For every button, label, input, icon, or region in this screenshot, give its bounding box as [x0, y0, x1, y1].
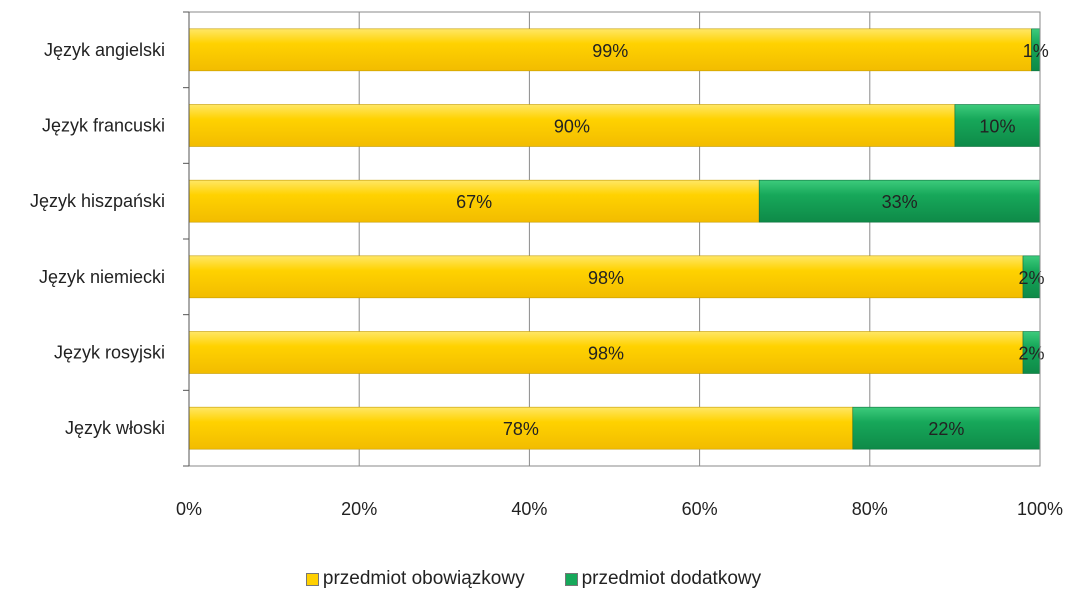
bar-dodatkowy [852, 406, 1041, 450]
bar-obowiazkowy [188, 406, 854, 450]
legend-item-dodatkowy: przedmiot dodatkowy [564, 568, 762, 590]
x-tick-label: 40% [511, 499, 547, 519]
category-label: Język francuski [42, 116, 165, 136]
data-label: 67% [456, 192, 492, 212]
data-label: 2% [1018, 344, 1044, 364]
data-label: 22% [928, 419, 964, 439]
legend-swatch-yellow [305, 572, 319, 586]
data-label: 1% [1023, 41, 1049, 61]
legend: przedmiot obowiązkowy przedmiot dodatkow… [0, 568, 1067, 590]
x-tick-label: 0% [176, 499, 202, 519]
data-label: 90% [554, 117, 590, 137]
legend-label: przedmiot obowiązkowy [322, 568, 525, 589]
data-label: 98% [588, 268, 624, 288]
data-label: 98% [588, 344, 624, 364]
x-tick-label: 60% [682, 499, 718, 519]
data-label: 33% [882, 192, 918, 212]
x-tick-label: 20% [341, 499, 377, 519]
x-tick-label: 80% [852, 499, 888, 519]
legend-item-obowiazkowy: przedmiot obowiązkowy [305, 568, 525, 590]
x-tick-label: 100% [1017, 499, 1063, 519]
bar-dodatkowy [758, 179, 1041, 223]
bar-obowiazkowy [188, 28, 1032, 72]
legend-swatch-green [564, 572, 578, 586]
legend-label: przedmiot dodatkowy [581, 568, 762, 589]
category-label: Język włoski [65, 418, 165, 438]
plot-border [188, 11, 1041, 467]
category-label: Język hiszpański [30, 191, 165, 211]
category-label: Język angielski [44, 40, 165, 60]
bar-chart: 99% 1% 90% 10% 67% 33% 98% 2% 98% 2% 78% 22% 0% 20% 4… [30, 11, 1063, 519]
category-label: Język niemiecki [39, 267, 165, 287]
data-label: 99% [592, 41, 628, 61]
data-label: 2% [1018, 268, 1044, 288]
category-label: Język rosyjski [54, 343, 165, 363]
data-label: 10% [979, 117, 1015, 137]
data-label: 78% [503, 419, 539, 439]
bar-dodatkowy [954, 104, 1041, 147]
bar-obowiazkowy [188, 255, 1024, 299]
bar-obowiazkowy [188, 104, 956, 147]
